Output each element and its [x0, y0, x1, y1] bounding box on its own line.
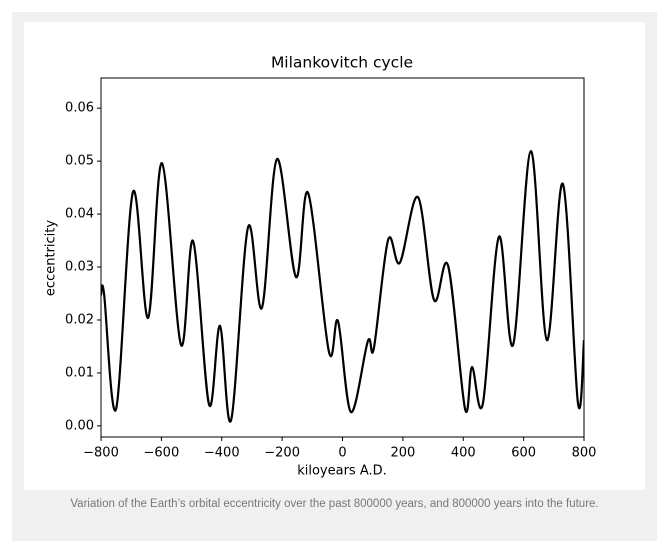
- y-tick-label: 0.04: [65, 207, 94, 222]
- y-tick-label: 0.05: [65, 154, 94, 169]
- caption: Variation of the Earth’s orbital eccentr…: [70, 498, 599, 510]
- chart: Milankovitch cycle kiloyears A.D. eccent…: [44, 54, 597, 479]
- x-tick-label: 600: [511, 446, 536, 461]
- line-series: [101, 149, 584, 423]
- x-tick-label: −200: [264, 446, 300, 461]
- x-tick-label: 200: [390, 446, 415, 461]
- x-axis-label: kiloyears A.D.: [297, 464, 387, 479]
- x-tick-label: −800: [83, 446, 119, 461]
- x-tick-label: −400: [204, 446, 240, 461]
- x-tick-label: 800: [572, 446, 597, 461]
- y-tick-label: 0.03: [65, 260, 94, 275]
- y-tick-label: 0.02: [65, 312, 94, 327]
- x-tick-label: 400: [451, 446, 476, 461]
- y-axis-label: eccentricity: [44, 220, 59, 296]
- y-tick-label: 0.01: [65, 365, 94, 380]
- chart-title: Milankovitch cycle: [271, 54, 413, 72]
- y-tick-label: 0.06: [65, 101, 94, 116]
- figure-frame: Variation of the Earth’s orbital eccentr…: [12, 12, 657, 541]
- plot-frame: [100, 77, 585, 438]
- x-tick-label: 0: [338, 446, 346, 461]
- y-tick-label: 0.00: [65, 418, 94, 433]
- x-tick-label: −600: [144, 446, 180, 461]
